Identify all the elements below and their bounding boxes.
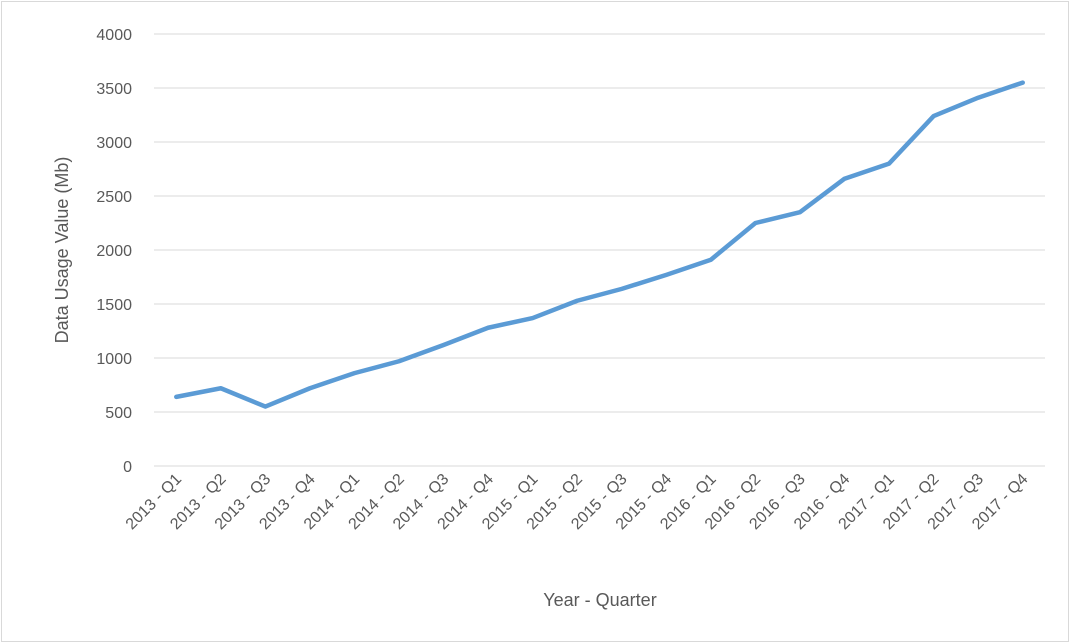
y-tick-label: 3000 — [96, 135, 132, 152]
x-axis-title: Year - Quarter — [543, 590, 656, 610]
y-tick-label: 1000 — [96, 351, 132, 368]
y-tick-label: 1500 — [96, 297, 132, 314]
y-tick-label: 500 — [105, 405, 132, 422]
data-line — [174, 80, 1025, 409]
y-tick-label: 3500 — [96, 81, 132, 98]
y-tick-label: 4000 — [96, 27, 132, 44]
y-axis-title: Data Usage Value (Mb) — [52, 157, 72, 344]
y-tick-label: 2000 — [96, 243, 132, 260]
y-tick-label: 2500 — [96, 189, 132, 206]
y-tick-label: 0 — [123, 459, 132, 476]
